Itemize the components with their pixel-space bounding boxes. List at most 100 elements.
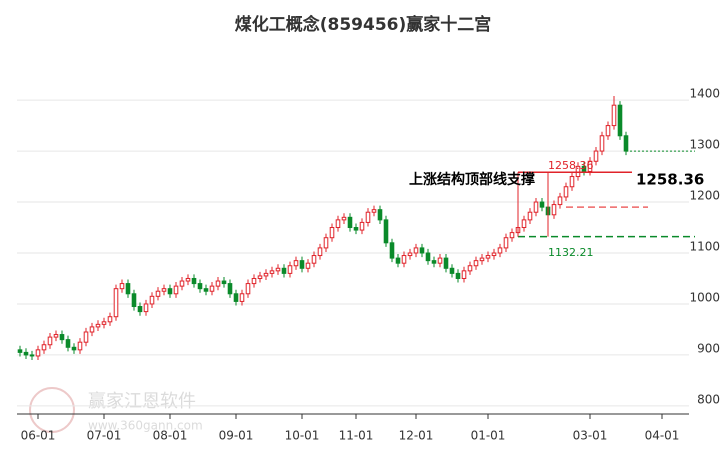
candle-body: [455, 272, 461, 279]
candle-body: [83, 331, 89, 343]
candle-body: [431, 260, 437, 264]
candle-body: [371, 209, 377, 213]
candle-body: [563, 186, 569, 198]
candle-body: [479, 257, 485, 262]
candle-body: [41, 344, 47, 351]
candle-body: [251, 277, 257, 285]
candle-body: [29, 354, 35, 357]
candle-body: [407, 252, 413, 257]
candle-body: [467, 265, 473, 272]
y-tick-label: 1400: [689, 87, 720, 101]
resistance-value: 1258.36: [636, 171, 704, 189]
annotation: 上涨结构顶部线支撑: [409, 171, 535, 188]
candle-body: [221, 280, 227, 285]
candle-body: [449, 267, 455, 274]
candle-body: [95, 323, 101, 328]
candle-body: [47, 336, 53, 346]
candle-body: [461, 270, 467, 279]
candle-body: [347, 216, 353, 229]
candle-body: [239, 293, 245, 302]
watermark: 赢家江恩软件 www.360gann.com: [29, 387, 203, 433]
candle-body: [491, 252, 497, 257]
candle-body: [599, 135, 605, 152]
candle-body: [503, 237, 509, 249]
candle-body: [155, 290, 161, 297]
candle-body: [89, 326, 95, 333]
y-tick-label: 900: [697, 341, 720, 355]
candle-body: [581, 165, 587, 172]
x-tick-label: 07-01: [87, 429, 122, 443]
x-tick-label: 01-01: [471, 429, 506, 443]
candle-body: [605, 125, 611, 137]
candle-body: [281, 267, 287, 274]
y-tick-label: 1000: [689, 290, 720, 304]
candle-body: [413, 247, 419, 254]
candle-body: [137, 306, 143, 313]
candle-body: [617, 104, 623, 137]
candle-body: [341, 216, 347, 221]
candle-body: [473, 260, 479, 267]
candle-body: [419, 247, 425, 254]
x-tick-label: 04-01: [645, 429, 680, 443]
candle-body: [533, 201, 539, 213]
candle-body: [179, 280, 185, 287]
candle-body: [437, 257, 443, 264]
candle-body: [623, 135, 629, 152]
support-label: 1132.21: [548, 246, 594, 259]
candle-body: [359, 221, 365, 231]
candle-body: [245, 283, 251, 295]
candle-body: [101, 321, 107, 325]
candle-body: [323, 237, 329, 249]
candle-body: [227, 283, 233, 295]
watermark-url: www.360gann.com: [88, 419, 203, 433]
candle-body: [161, 288, 167, 292]
y-tick-label: 800: [697, 392, 720, 406]
candle-body: [113, 288, 119, 318]
candle-body: [59, 334, 65, 341]
candle-body: [275, 267, 281, 272]
candle-body: [191, 277, 197, 285]
candle-body: [263, 272, 269, 277]
candle-body: [299, 260, 305, 269]
candle-body: [527, 211, 533, 221]
x-tick-label: 08-01: [153, 429, 188, 443]
candle-body: [287, 265, 293, 274]
candle-body: [539, 201, 545, 208]
x-tick-label: 11-01: [339, 429, 374, 443]
candle-body: [269, 270, 275, 274]
candle-body: [233, 293, 239, 302]
candle-body: [551, 204, 557, 216]
candle-body: [365, 211, 371, 223]
candle-body: [521, 219, 527, 229]
candle-body: [335, 219, 341, 229]
candle-body: [317, 247, 323, 257]
candle-body: [71, 346, 77, 351]
candle-body: [35, 349, 41, 357]
candle-body: [197, 283, 203, 290]
candle-body: [293, 260, 299, 267]
candle-body: [23, 351, 29, 356]
candle-body: [311, 255, 317, 264]
candle-body: [65, 339, 71, 348]
candle-body: [257, 275, 263, 279]
candle-body: [329, 227, 335, 239]
resistance-label: 1258.36: [548, 159, 594, 172]
x-tick-label: 10-01: [285, 429, 320, 443]
candle-body: [509, 232, 515, 239]
candle-body: [17, 349, 23, 353]
candle-body: [497, 247, 503, 254]
candle-body: [125, 283, 131, 295]
candle-body: [215, 280, 221, 287]
candle-body: [353, 227, 359, 231]
candle-body: [173, 285, 179, 295]
watermark-text: 赢家江恩软件: [88, 390, 196, 412]
candle-body: [167, 288, 173, 295]
x-tick-label: 03-01: [573, 429, 608, 443]
y-tick-label: 1200: [689, 189, 720, 203]
candle-body: [209, 285, 215, 292]
candle-body: [587, 160, 593, 172]
candle-body: [143, 303, 149, 313]
candle-body: [557, 196, 563, 206]
candle-body: [377, 209, 383, 221]
